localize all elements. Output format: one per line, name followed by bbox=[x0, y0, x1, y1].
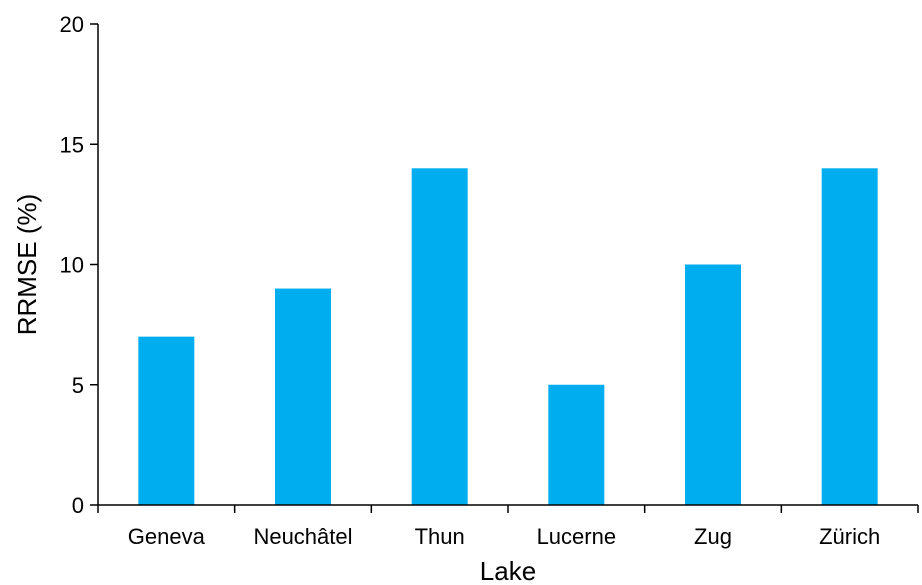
x-tick-label: Neuchâtel bbox=[253, 524, 352, 549]
x-tick-label: Lucerne bbox=[537, 524, 617, 549]
bar-zug bbox=[685, 264, 741, 505]
y-axis-title: RRMSE (%) bbox=[12, 194, 42, 336]
y-tick-label: 5 bbox=[72, 373, 84, 398]
x-tick-label: Thun bbox=[415, 524, 465, 549]
y-tick-label: 10 bbox=[60, 253, 84, 278]
bar-lucerne bbox=[548, 384, 605, 505]
y-tick-label: 0 bbox=[72, 493, 84, 518]
x-axis-title: Lake bbox=[480, 556, 536, 585]
x-tick-label: Geneva bbox=[128, 524, 206, 549]
y-tick-label: 15 bbox=[60, 132, 84, 157]
bar-geneva bbox=[138, 336, 195, 505]
x-tick-label: Zug bbox=[694, 524, 732, 549]
bar-thun bbox=[411, 168, 468, 506]
bars bbox=[138, 168, 878, 506]
bar-zürich bbox=[821, 168, 878, 506]
y-axis-ticks: 0 5 10 15 20 bbox=[60, 12, 98, 518]
x-tick-label: Zürich bbox=[819, 524, 880, 549]
y-tick-label: 20 bbox=[60, 12, 84, 37]
x-axis-ticks: Geneva Neuchâtel Thun Lucerne Zug Zürich bbox=[97, 505, 919, 549]
bar-neuchâtel bbox=[275, 288, 331, 505]
